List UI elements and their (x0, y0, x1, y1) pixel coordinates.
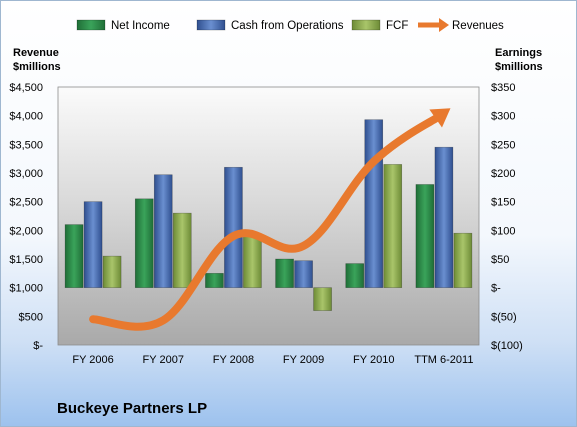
category-label: FY 2007 (143, 354, 184, 366)
legend-fcf-swatch (351, 19, 381, 31)
cash-from-operations-bar (153, 174, 173, 288)
left-tick-label: $4,000 (9, 111, 43, 123)
legend-net-income-swatch (76, 19, 106, 31)
left-tick-label: $- (33, 340, 43, 352)
legend-revenues-arrow (439, 18, 449, 32)
right-tick-label: $200 (491, 168, 515, 180)
revenues-arrowhead (429, 108, 451, 128)
chart-title: Buckeye Partners LP (57, 400, 207, 417)
legend-fcf-label: FCF (386, 20, 408, 32)
category-label: TTM 6-2011 (414, 354, 473, 366)
right-tick-label: $350 (491, 82, 515, 94)
cash-from-operations-bar (294, 260, 313, 288)
right-tick-label: $250 (491, 139, 515, 151)
left-tick-label: $3,000 (9, 168, 43, 180)
right-axis-title-line2: $millions (495, 61, 543, 73)
right-tick-label: $- (491, 283, 501, 295)
right-tick-label: $(50) (491, 311, 517, 323)
left-tick-label: $3,500 (9, 139, 43, 151)
right-tick-label: $50 (491, 254, 509, 266)
net-income-bar (64, 224, 84, 288)
left-axis-title-line1: Revenue (13, 47, 59, 59)
right-tick-label: $300 (491, 111, 515, 123)
left-tick-label: $1,500 (9, 254, 43, 266)
right-tick-label: $100 (491, 225, 515, 237)
fcf-bar (243, 235, 262, 288)
left-axis-title-line2: $millions (13, 61, 61, 73)
net-income-bar (205, 273, 224, 288)
legend-revenues-label: Revenues (452, 20, 504, 32)
category-label: FY 2010 (353, 354, 394, 366)
left-tick-label: $2,500 (9, 197, 43, 209)
net-income-bar (415, 184, 435, 288)
left-tick-label: $1,000 (9, 283, 43, 295)
cash-from-operations-bar (224, 166, 243, 288)
revenues-line (89, 114, 440, 331)
fcf-bar (102, 255, 122, 288)
fcf-bar (172, 212, 192, 288)
left-tick-label: $4,500 (9, 82, 43, 94)
right-tick-label: $150 (491, 197, 515, 209)
category-label: FY 2009 (283, 354, 324, 366)
fcf-bar (383, 164, 403, 288)
left-tick-label: $500 (19, 311, 43, 323)
cash-from-operations-bar (434, 146, 454, 288)
category-label: FY 2006 (72, 354, 113, 366)
fcf-bar (313, 287, 332, 311)
right-axis-title-line1: Earnings (495, 47, 542, 59)
right-tick-label: $(100) (491, 340, 523, 352)
net-income-bar (134, 198, 154, 288)
category-label: FY 2008 (213, 354, 254, 366)
fcf-bar (453, 232, 473, 288)
cash-from-operations-bar (83, 201, 103, 288)
net-income-bar (275, 258, 294, 288)
legend-net-income-label: Net Income (111, 20, 170, 32)
cash-from-operations-bar (364, 119, 384, 288)
left-tick-label: $2,000 (9, 225, 43, 237)
legend-cash-from-operations-label: Cash from Operations (231, 20, 344, 32)
legend-cash-from-operations-swatch (196, 19, 226, 31)
net-income-bar (345, 263, 365, 288)
